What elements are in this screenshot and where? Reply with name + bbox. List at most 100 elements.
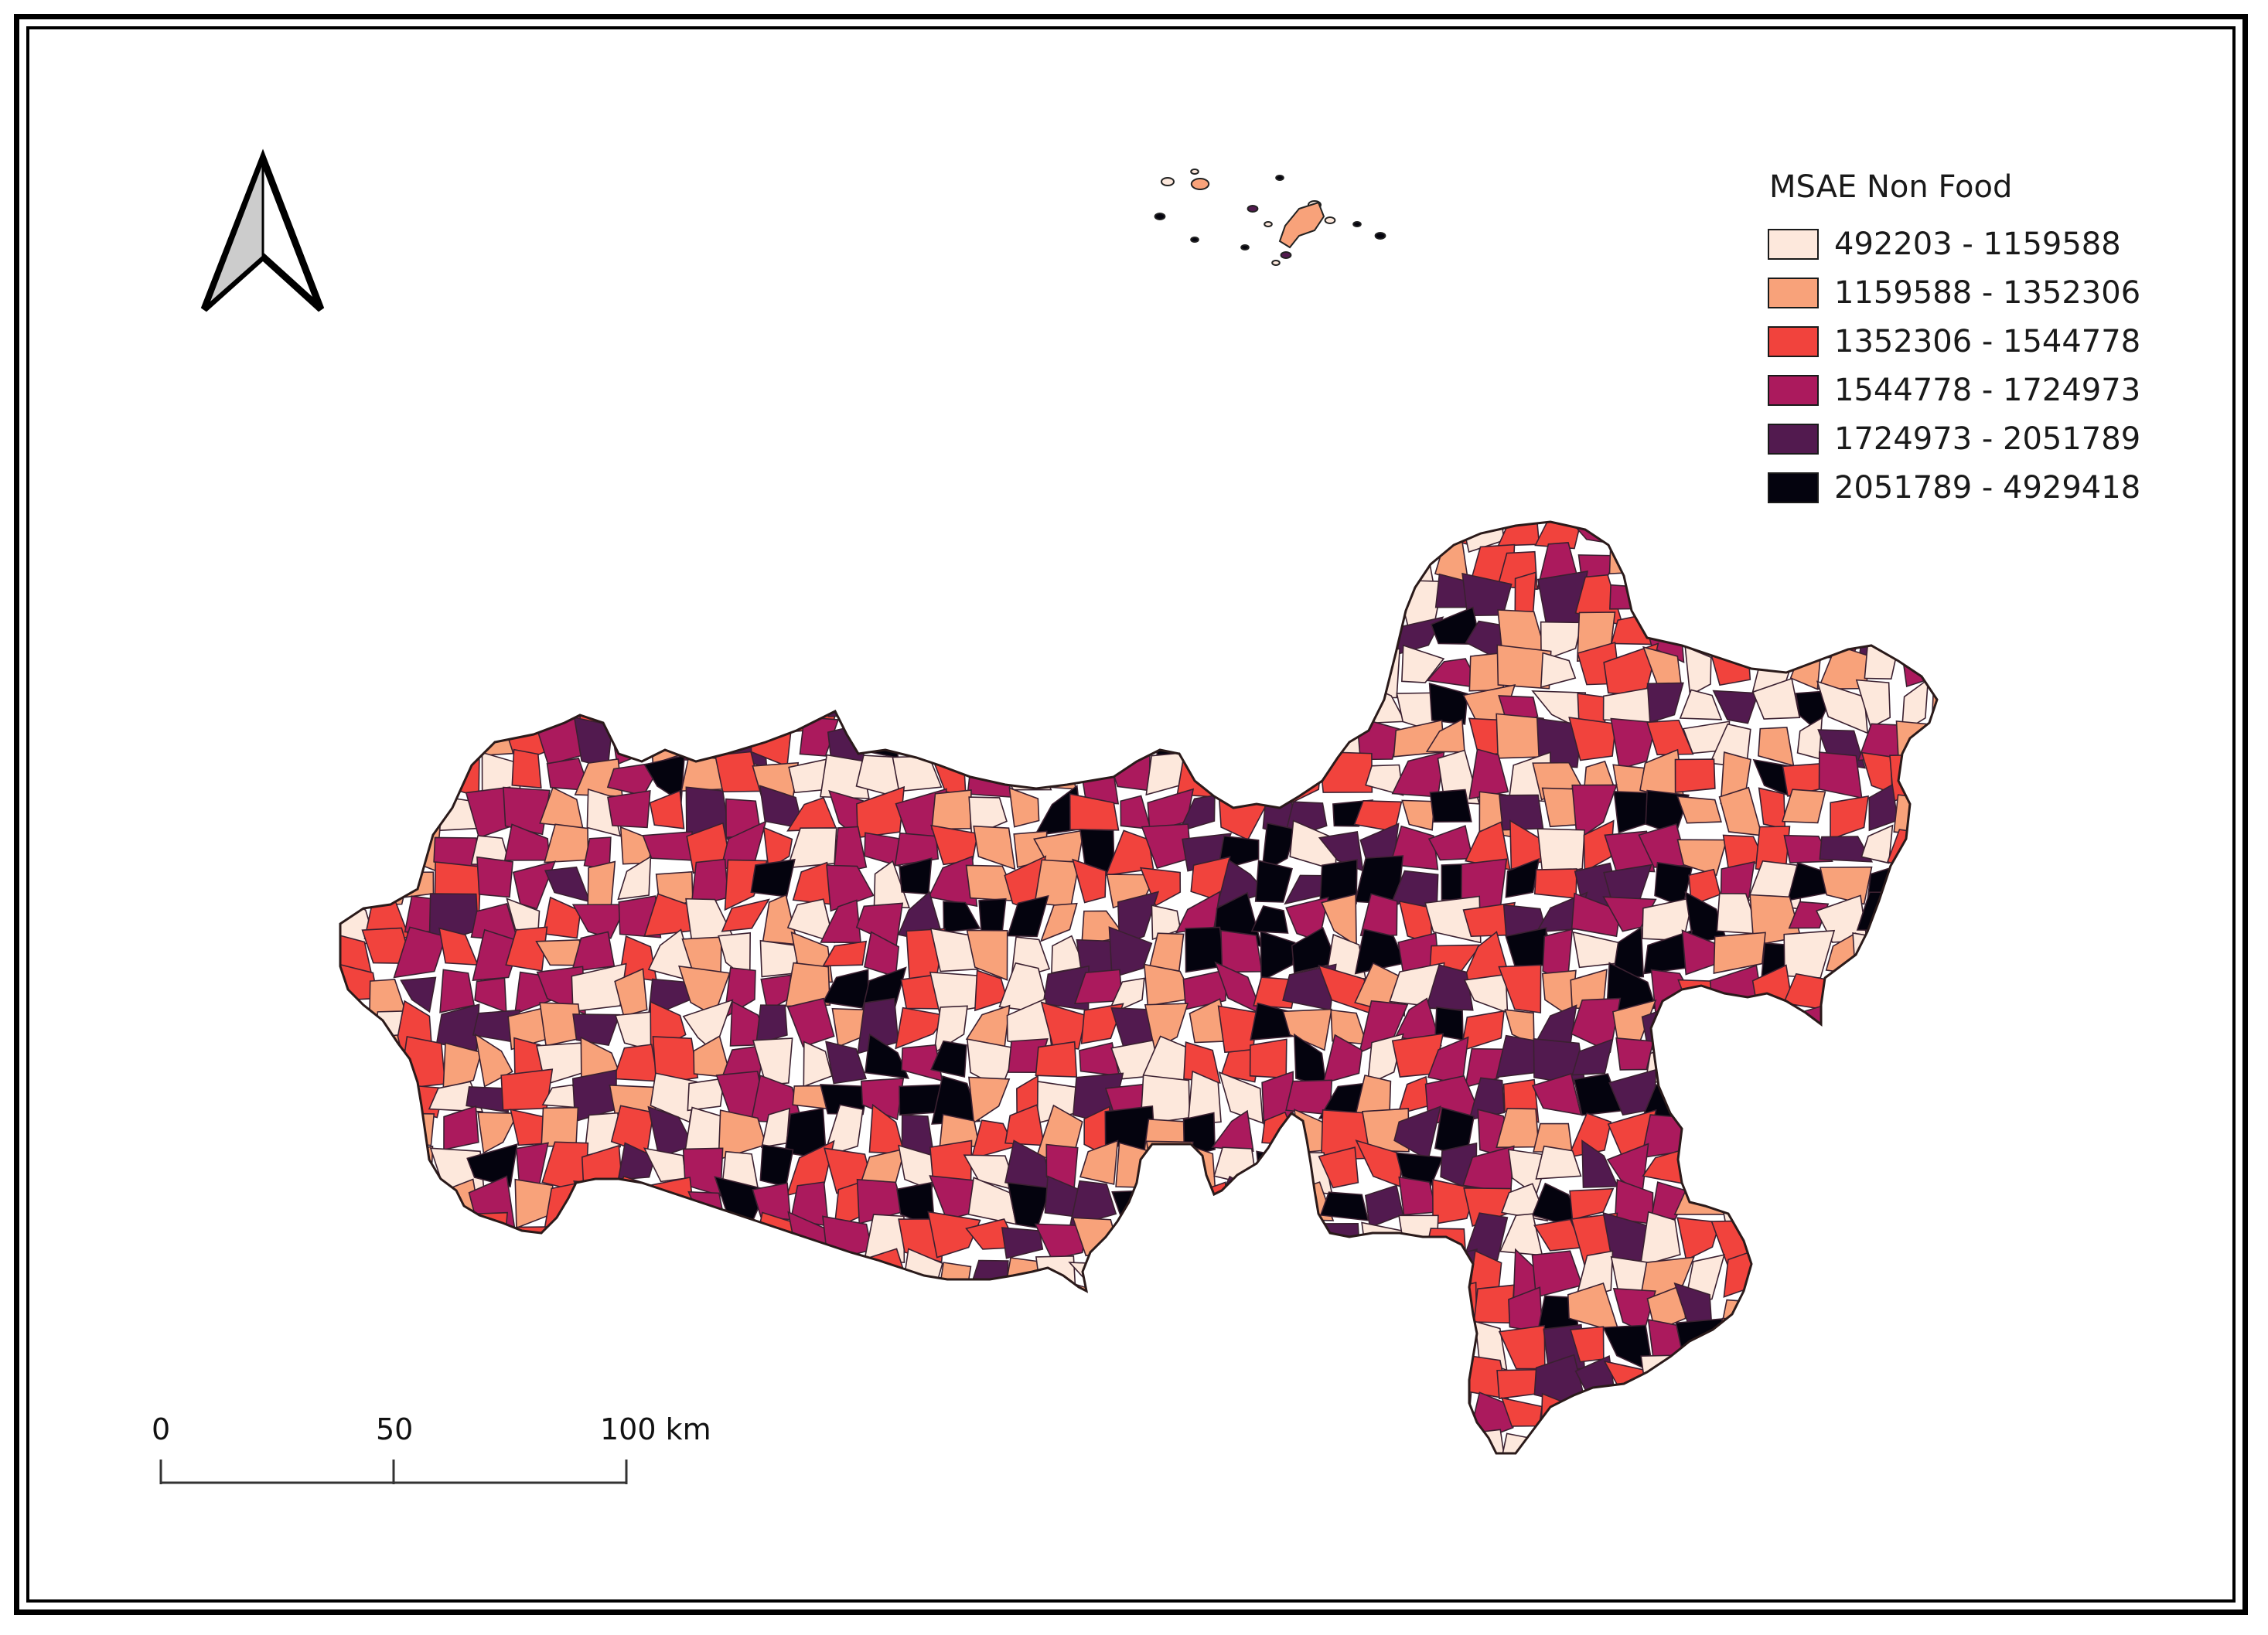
district-polygon [998,1296,1052,1337]
district-polygon [396,717,445,769]
district-polygon [1496,1107,1540,1148]
district-polygon [1321,1251,1369,1302]
district-polygon [1639,1211,1681,1267]
district-polygon [820,754,870,799]
district-polygon [1785,542,1828,586]
district-polygon [1248,1218,1296,1267]
district-polygon [1218,1071,1264,1124]
district-polygon [757,1287,794,1339]
district-polygon [1789,1264,1833,1301]
district-polygon [892,1398,943,1442]
district-polygon [927,1211,981,1259]
district-polygon [1679,689,1723,720]
district-polygon [1852,932,1902,980]
district-polygon [1258,751,1290,797]
legend-swatch [1768,374,1819,406]
district-polygon [1039,1428,1090,1453]
district-polygon [694,645,728,695]
district-polygon [688,607,729,654]
district-polygon [652,654,693,696]
district-polygon [649,789,685,829]
district-polygon [1746,522,1793,556]
district-polygon [1829,1040,1873,1086]
district-polygon [1468,748,1509,800]
district-polygon [1922,1177,1937,1232]
district-polygon [1820,1120,1867,1153]
district-polygon [609,571,656,620]
district-polygon [1145,1140,1194,1192]
district-polygon [400,976,437,1013]
district-polygon [1747,543,1784,580]
district-polygon [936,693,981,731]
district-polygon [1712,690,1759,724]
district-polygon [823,1363,872,1404]
district-polygon [612,1044,659,1082]
district-polygon [1250,522,1297,554]
district-polygon [677,1357,721,1409]
district-polygon [366,522,404,545]
district-polygon [1401,644,1445,683]
district-polygon [1925,1262,1937,1294]
district-polygon [786,827,837,869]
district-polygon [1709,1432,1762,1453]
district-polygon [1106,1428,1146,1453]
district-polygon [718,1249,762,1288]
district-polygon [435,1216,485,1262]
district-polygon [652,1036,699,1085]
district-polygon [1749,1247,1802,1287]
island-polygon [1190,178,1210,190]
district-polygon [935,1394,981,1434]
district-polygon [1322,1325,1375,1374]
district-polygon [1540,652,1577,688]
district-polygon [1821,1179,1860,1224]
district-polygon [864,1356,901,1409]
district-polygon [605,1175,656,1218]
district-polygon [1178,612,1225,658]
district-polygon [759,1144,794,1187]
district-polygon [1008,787,1040,828]
district-polygon [1361,1221,1406,1262]
district-polygon [439,969,476,1013]
island-polygon [1240,244,1250,250]
district-polygon [695,1255,734,1303]
district-polygon [607,789,651,829]
district-polygon [397,1320,440,1369]
district-polygon [1644,522,1690,554]
district-polygon [1928,1114,1937,1152]
legend-swatch [1768,423,1819,455]
district-polygon [1710,1354,1761,1403]
district-polygon [1120,795,1152,830]
district-polygon [1111,1318,1158,1366]
district-polygon [1186,647,1225,696]
district-polygon [1860,1355,1894,1395]
district-polygon [540,613,591,652]
district-polygon [823,584,869,621]
district-polygon [1867,970,1898,1017]
district-polygon [1069,1180,1117,1228]
district-polygon [931,789,972,830]
district-polygon [1293,522,1328,551]
district-polygon [785,962,831,1007]
district-polygon [1103,1293,1154,1337]
district-polygon [1676,545,1722,585]
district-polygon [972,522,1003,549]
district-polygon [1429,789,1472,823]
district-polygon [1110,1252,1160,1289]
district-polygon [1676,1217,1721,1262]
district-polygon [1403,1288,1435,1337]
district-polygon [1924,1012,1937,1055]
district-polygon [393,926,447,979]
district-polygon [646,1293,686,1339]
district-polygon [927,607,974,655]
district-polygon [1933,649,1937,686]
district-polygon [868,522,905,543]
district-polygon [1395,1391,1430,1438]
district-polygon [1211,1109,1254,1153]
district-polygon [860,684,910,724]
district-polygon [1042,1283,1079,1337]
legend-label: 492203 - 1159588 [1834,226,2121,262]
district-polygon [970,691,1003,734]
district-polygon [1828,1399,1869,1446]
district-polygon [898,584,942,618]
